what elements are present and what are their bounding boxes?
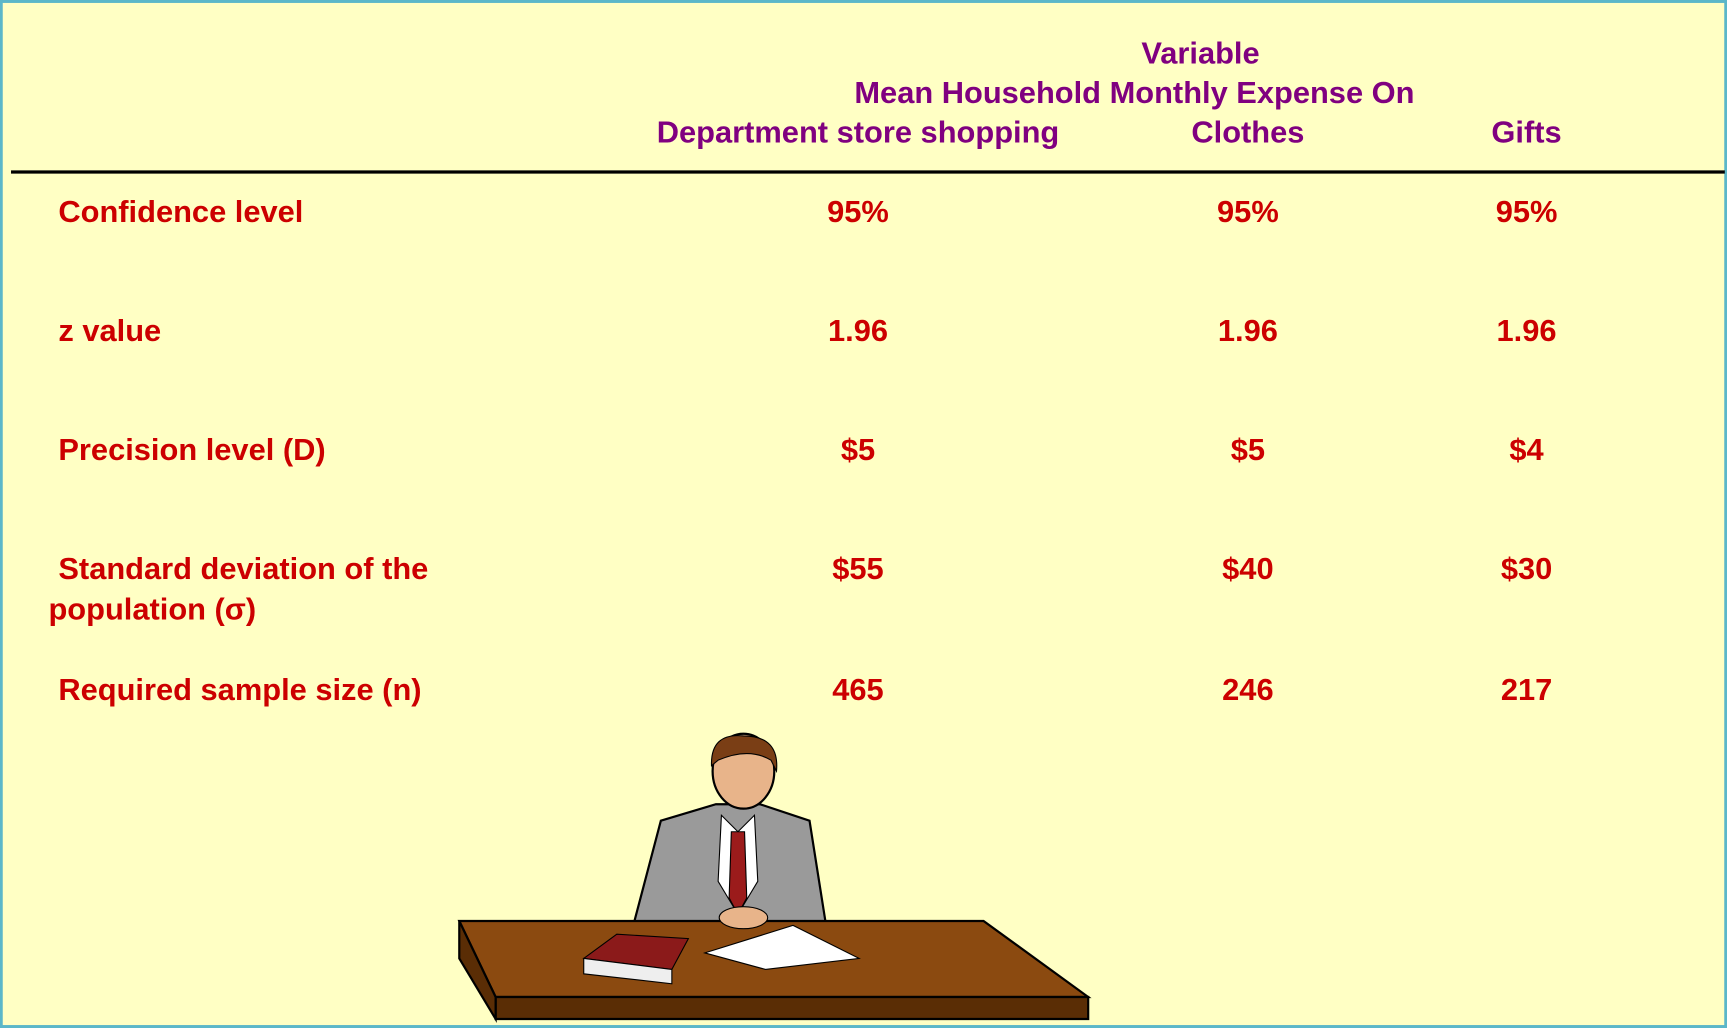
cell: $5 — [1231, 432, 1265, 467]
header-subtitle: Mean Household Monthly Expense On — [854, 75, 1414, 110]
row-label: Standard deviation of the — [58, 551, 428, 586]
cell: $5 — [841, 432, 875, 467]
cell: $55 — [832, 551, 883, 586]
row-label: Required sample size (n) — [58, 672, 421, 707]
row-label: population (σ) — [48, 592, 256, 627]
header-title: Variable — [1141, 35, 1259, 70]
cell: $30 — [1501, 551, 1552, 586]
cell: 1.96 — [1218, 313, 1278, 348]
clipart — [457, 732, 1092, 1023]
cell: 246 — [1222, 672, 1273, 707]
cell: 1.96 — [1497, 313, 1557, 348]
column-header: Gifts — [1491, 115, 1561, 150]
cell: 1.96 — [828, 313, 888, 348]
cell: 95% — [1217, 194, 1279, 229]
cell: 95% — [827, 194, 889, 229]
cell: 465 — [832, 672, 883, 707]
row-label: Confidence level — [58, 194, 303, 229]
cell: 217 — [1501, 672, 1552, 707]
column-header: Department store shopping — [657, 115, 1060, 150]
table: Department store shopping Clothes Gifts Con… — [48, 115, 1561, 707]
column-header: Clothes — [1191, 115, 1304, 150]
row-label: Precision level (D) — [58, 432, 325, 467]
cell: $40 — [1222, 551, 1273, 586]
row-label: z value — [58, 313, 161, 348]
cell: $4 — [1509, 432, 1543, 467]
cell: 95% — [1496, 194, 1558, 229]
